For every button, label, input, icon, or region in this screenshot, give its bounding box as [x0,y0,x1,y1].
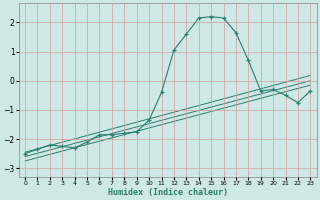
X-axis label: Humidex (Indice chaleur): Humidex (Indice chaleur) [108,188,228,197]
